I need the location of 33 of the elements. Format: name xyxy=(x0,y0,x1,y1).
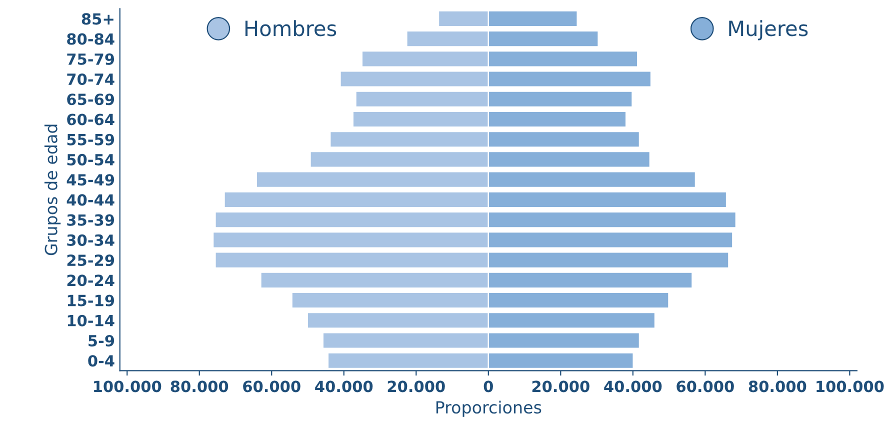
legend-label: Hombres xyxy=(245,20,336,36)
x-tick-label: 80.000 xyxy=(170,380,228,392)
x-tick-label: 40.000 xyxy=(604,380,662,392)
y-tick-label: 15-19 xyxy=(68,294,114,306)
x-axis-title: Proporciones xyxy=(436,400,542,417)
legend-label: Mujeres xyxy=(729,20,808,40)
y-tick-label: 30-34 xyxy=(67,234,114,246)
y-tick-label: 55-59 xyxy=(67,134,114,146)
y-tick-label: 75-79 xyxy=(67,53,114,65)
x-tick-label: 20.000 xyxy=(388,380,445,392)
x-tick-label: 20.000 xyxy=(532,380,590,392)
y-tick-label: 45-49 xyxy=(66,174,114,186)
x-tick-label: 60.000 xyxy=(243,380,300,392)
y-tick-label: 0-4 xyxy=(88,355,114,367)
y-tick-label: 5-9 xyxy=(88,334,114,347)
y-tick-label: 40-44 xyxy=(66,194,114,206)
y-tick-label: 85+ xyxy=(82,13,114,25)
x-tick-label: 40.000 xyxy=(315,380,373,392)
y-tick-label: 35-39 xyxy=(67,214,114,226)
y-tick-label: 60-64 xyxy=(67,114,114,126)
y-axis-title: Grupos de edad xyxy=(44,124,61,256)
y-tick-label: 65-69 xyxy=(67,94,114,106)
y-tick-label: 70-74 xyxy=(67,73,114,86)
y-tick-label: 20-24 xyxy=(67,274,114,286)
x-tick-label: 100.000 xyxy=(94,380,162,392)
y-tick-label: 10-14 xyxy=(68,314,114,326)
y-tick-label: 80-84 xyxy=(67,33,114,45)
y-tick-label: 50-54 xyxy=(67,154,114,166)
y-tick-label: 25-29 xyxy=(67,254,114,266)
x-tick-label: 60.000 xyxy=(676,380,734,392)
x-tick-label: 0 xyxy=(484,380,493,392)
x-tick-label: 80.000 xyxy=(748,380,806,392)
x-tick-label: 100.000 xyxy=(816,380,884,392)
